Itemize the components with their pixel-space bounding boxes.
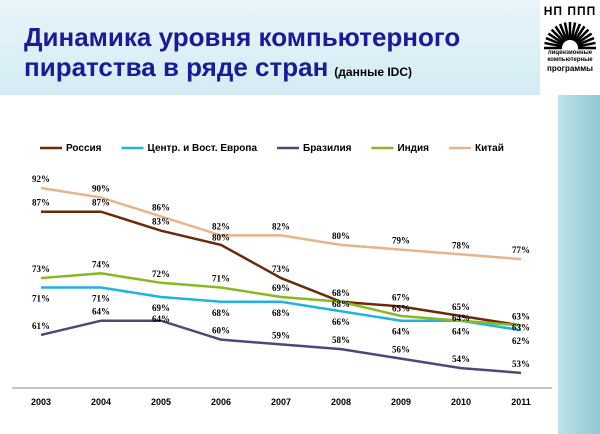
data-label: 53% <box>512 359 530 369</box>
chart: 2003 2004 2005 2006 2007 2008 2009 2010 2011 Росс… <box>12 143 552 407</box>
series-line <box>40 186 522 261</box>
data-label: 65% <box>452 302 470 312</box>
data-label: 82% <box>212 221 230 231</box>
legend-label: Бразилия <box>303 143 352 154</box>
data-label: 64% <box>152 314 170 324</box>
series-line <box>40 319 522 375</box>
data-label: 90% <box>92 183 110 193</box>
data-label: 80% <box>332 231 350 241</box>
subtitle: (данные IDC) <box>334 65 412 79</box>
data-label: 63% <box>512 311 530 321</box>
data-label: 59% <box>272 330 290 340</box>
data-label: 83% <box>152 217 170 227</box>
series-line <box>41 210 522 327</box>
data-label: 64% <box>92 307 110 317</box>
data-label: 77% <box>512 245 530 255</box>
title-band <box>0 0 545 95</box>
x-tick-label: 2011 <box>511 397 531 407</box>
data-label: 68% <box>212 308 230 318</box>
data-label: 66% <box>332 317 350 327</box>
legend-label: Индия <box>397 143 429 154</box>
data-label: 87% <box>32 198 50 208</box>
data-label: 71% <box>92 294 110 304</box>
x-tick-label: 2003 <box>31 397 51 407</box>
data-label: 69% <box>272 283 290 293</box>
data-label: 87% <box>92 198 110 208</box>
data-label: 86% <box>152 202 170 212</box>
logo-line: программы <box>547 64 593 73</box>
x-tick-label: 2009 <box>391 397 411 407</box>
data-label: 82% <box>272 221 290 231</box>
data-label: 64% <box>392 327 410 337</box>
data-label: 73% <box>32 264 50 274</box>
legend-label: Центр. и Вост. Европа <box>148 143 258 154</box>
title-text: Динамика уровня компьютерного пиратства … <box>24 22 461 82</box>
data-label: 60% <box>212 326 230 336</box>
data-label: 61% <box>32 321 50 331</box>
logo-name: НП ППП <box>543 4 597 18</box>
data-label: 64% <box>452 327 470 337</box>
legend-label: Китай <box>475 143 504 154</box>
data-label: 54% <box>452 354 470 364</box>
data-label: 74% <box>92 259 110 269</box>
data-label: 73% <box>272 264 290 274</box>
data-label: 71% <box>32 294 50 304</box>
x-tick-label: 2007 <box>271 397 291 407</box>
slide-title: Динамика уровня компьютерного пиратства … <box>24 22 534 87</box>
data-label: 63% <box>512 322 530 332</box>
data-label: 72% <box>152 269 170 279</box>
data-label: 78% <box>452 240 470 250</box>
data-label: 64% <box>452 313 470 323</box>
data-label: 69% <box>152 303 170 313</box>
series-line <box>41 286 522 332</box>
side-decoration <box>558 95 600 434</box>
data-label: 56% <box>392 345 410 355</box>
x-tick-label: 2010 <box>451 397 471 407</box>
legend-label: Россия <box>66 143 102 154</box>
logo: НП ППП лицензионные компьютерные програм… <box>540 0 600 95</box>
data-label: 92% <box>32 174 50 184</box>
data-label: 79% <box>392 236 410 246</box>
data-label: 68% <box>272 308 290 318</box>
x-tick-label: 2004 <box>91 397 111 407</box>
data-label: 80% <box>212 232 230 242</box>
x-tick-label: 2006 <box>211 397 231 407</box>
data-label: 71% <box>212 274 230 284</box>
series-line <box>40 272 522 327</box>
data-label: 62% <box>512 336 530 346</box>
logo-line: лицензионные <box>547 50 593 56</box>
x-tick-label: 2008 <box>331 397 351 407</box>
data-label: 68% <box>332 299 350 309</box>
sunburst-logo-icon <box>544 22 596 50</box>
x-tick-label: 2005 <box>151 397 171 407</box>
logo-line: компьютерные <box>547 57 593 63</box>
data-label: 67% <box>392 293 410 303</box>
data-label: 65% <box>392 304 410 314</box>
data-label: 58% <box>332 335 350 345</box>
data-label: 68% <box>332 288 350 298</box>
